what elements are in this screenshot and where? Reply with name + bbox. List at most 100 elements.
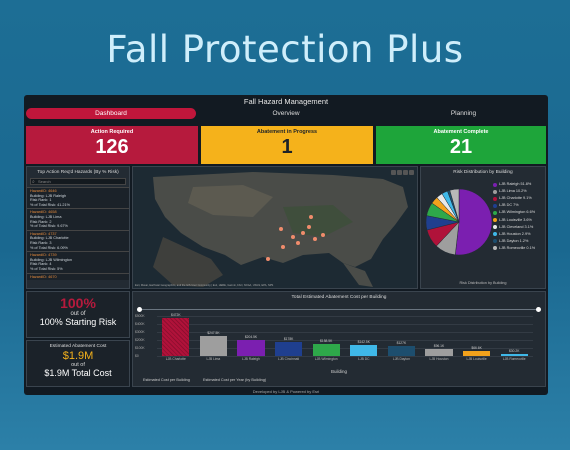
home-icon[interactable]: [403, 170, 408, 175]
legend-swatch: [493, 182, 497, 187]
pie-legend-item[interactable]: LJB Charlotte 9.1%: [493, 195, 545, 202]
pie-title: Risk Distribution by Building: [453, 170, 513, 175]
kpi-action-required: Action Required 126: [26, 126, 198, 164]
list-item[interactable]: HazardID: 4670: [27, 272, 129, 281]
bar-chart-panel: Total Estimated Abatement Cost per Build…: [132, 291, 546, 387]
legend-label: LJB Louisville 3.6%: [499, 217, 532, 222]
bar-chart-title: Total Estimated Abatement Cost per Build…: [291, 295, 387, 300]
bar[interactable]: [162, 318, 190, 356]
bar[interactable]: [350, 344, 378, 356]
bar[interactable]: [312, 343, 340, 356]
tab-overview[interactable]: Overview: [272, 110, 300, 117]
x-tick-label: LJB Louisville: [466, 357, 487, 361]
search-placeholder: Search: [38, 179, 51, 184]
zoom-out-icon[interactable]: [397, 170, 402, 175]
pie-legend-item[interactable]: LJB Romeoville 0.1%: [493, 245, 545, 252]
legend-label: LJB Wilmington 6.6%: [499, 210, 536, 215]
bar-value-label: $66.6K: [471, 345, 482, 350]
starting-risk-label: 100% Starting Risk: [39, 317, 117, 327]
slider-handle-left[interactable]: [137, 307, 142, 312]
map-attribution: Esri, Maxar, Earthstar Geographics, and …: [135, 284, 274, 287]
legend-swatch: [493, 239, 497, 244]
x-tick-label: LJB Raleigh: [242, 357, 260, 361]
abatement-cost-panel: Estimated Abatement Cost $1.9M out of $1…: [26, 340, 130, 387]
pie-legend-item[interactable]: LJB Raleigh 51.8%: [493, 181, 545, 188]
pie-panel: Risk Distribution by Building LJB Raleig…: [420, 166, 546, 289]
gridline: [157, 316, 533, 317]
bar-value-label: $204.5K: [244, 334, 258, 339]
pie-legend-item[interactable]: LJB Dayton 1.2%: [493, 238, 545, 245]
tab-planning[interactable]: Planning: [450, 110, 477, 117]
basemap-icon[interactable]: [409, 170, 414, 175]
pie-legend-item[interactable]: LJB Wilmington 6.6%: [493, 209, 545, 216]
gridline: [157, 324, 533, 325]
x-axis-label: Building: [330, 369, 347, 374]
gridline: [157, 332, 533, 333]
gridline: [157, 356, 533, 357]
hazard-search-input[interactable]: ⌕ Search: [30, 178, 126, 185]
pie-legend-item[interactable]: LJB DC 7%: [493, 202, 545, 209]
legend-swatch: [493, 246, 497, 251]
kpi-value: 21: [449, 136, 473, 158]
map-panel[interactable]: Esri, Maxar, Earthstar Geographics, and …: [132, 166, 418, 289]
y-tick-label: $500K: [135, 314, 145, 318]
bar-value-label: $178K: [283, 336, 294, 341]
x-tick-label: LJB Dayton: [392, 357, 410, 361]
list-item[interactable]: HazardID: 4737 Building: LJB Charlotte R…: [27, 229, 129, 252]
bar[interactable]: [199, 336, 227, 356]
legend-cost-per-year[interactable]: Estimated Cost per Year (by Building): [203, 378, 267, 382]
range-slider[interactable]: [139, 309, 539, 310]
y-tick-label: $400K: [135, 322, 145, 326]
list-item[interactable]: HazardID: 4646 Building: LJB Raleigh Ris…: [27, 187, 129, 209]
bar[interactable]: [463, 350, 491, 356]
legend-label: LJB Raleigh 51.8%: [499, 182, 532, 187]
bar-value-label: $247.5K: [207, 331, 220, 336]
pie-slice[interactable]: [454, 188, 493, 256]
y-tick-label: $300K: [135, 330, 145, 334]
zoom-in-icon[interactable]: [391, 170, 396, 175]
hazard-markers: [266, 215, 325, 261]
footer-credit: Developed by LJB & Powered by Esri: [252, 389, 320, 394]
tab-dashboard[interactable]: Dashboard: [26, 108, 196, 119]
bar[interactable]: [275, 341, 303, 356]
pie-legend-item[interactable]: LJB Louisville 3.6%: [493, 216, 545, 223]
pie-chart[interactable]: [424, 187, 494, 257]
bar-value-label: $472K: [171, 313, 181, 318]
pie-slice[interactable]: [449, 188, 460, 223]
bar[interactable]: [425, 348, 453, 356]
risk-remaining-value: 100%: [60, 295, 96, 311]
bar-value-label: $96.1K: [433, 343, 445, 348]
cost-out-of: out of: [71, 362, 85, 368]
x-tick-label: LJB Cincinnati: [278, 357, 300, 361]
legend-label: LJB Lima 10.2%: [499, 189, 527, 194]
bar-value-label: $158.5K: [320, 338, 333, 343]
pie-legend-item[interactable]: LJB Houston 2.9%: [493, 231, 545, 238]
legend-swatch: [493, 203, 497, 208]
y-tick-label: $0: [135, 354, 139, 358]
legend-label: LJB Cleveland 3.1%: [499, 224, 534, 229]
legend-swatch: [493, 189, 497, 194]
legend-label: LJB Charlotte 9.1%: [499, 196, 532, 201]
bar-value-label: $127K: [396, 340, 407, 345]
kpi-value: 126: [95, 136, 129, 158]
kpi-abatement-in-progress: Abatement in Progress 1: [201, 126, 373, 164]
bar[interactable]: [237, 339, 265, 356]
pie-legend-item[interactable]: LJB Lima 10.2%: [493, 188, 545, 195]
list-item[interactable]: HazardID: 4739 Building: LJB Wilmington …: [27, 251, 129, 273]
hazard-list-panel: Top Action Req'd Hazards (By % Risk) ⌕ S…: [26, 166, 130, 289]
bar[interactable]: [500, 353, 528, 356]
bar[interactable]: [387, 345, 415, 356]
pie-legend-item[interactable]: LJB Cleveland 3.1%: [493, 224, 545, 231]
app-title: Fall Hazard Management: [243, 97, 329, 106]
bar-chart[interactable]: $500K $400K $300K $200K $100K $0 $472K LJB Char…: [133, 312, 547, 370]
us-map[interactable]: [133, 167, 418, 289]
kpi-value: 1: [281, 136, 293, 158]
list-item[interactable]: HazardID: 4658 Building: LJB Lima Risk R…: [27, 208, 129, 230]
x-tick-label: LJB Houston: [429, 357, 449, 361]
risk-out-of: out of: [70, 311, 86, 317]
legend-cost-per-building[interactable]: Estimated Cost per Building: [143, 378, 190, 382]
hero-title: Fall Protection Plus: [106, 28, 464, 71]
gridline: [157, 348, 533, 349]
legend-swatch: [493, 210, 497, 215]
slider-handle-right[interactable]: [536, 307, 541, 312]
